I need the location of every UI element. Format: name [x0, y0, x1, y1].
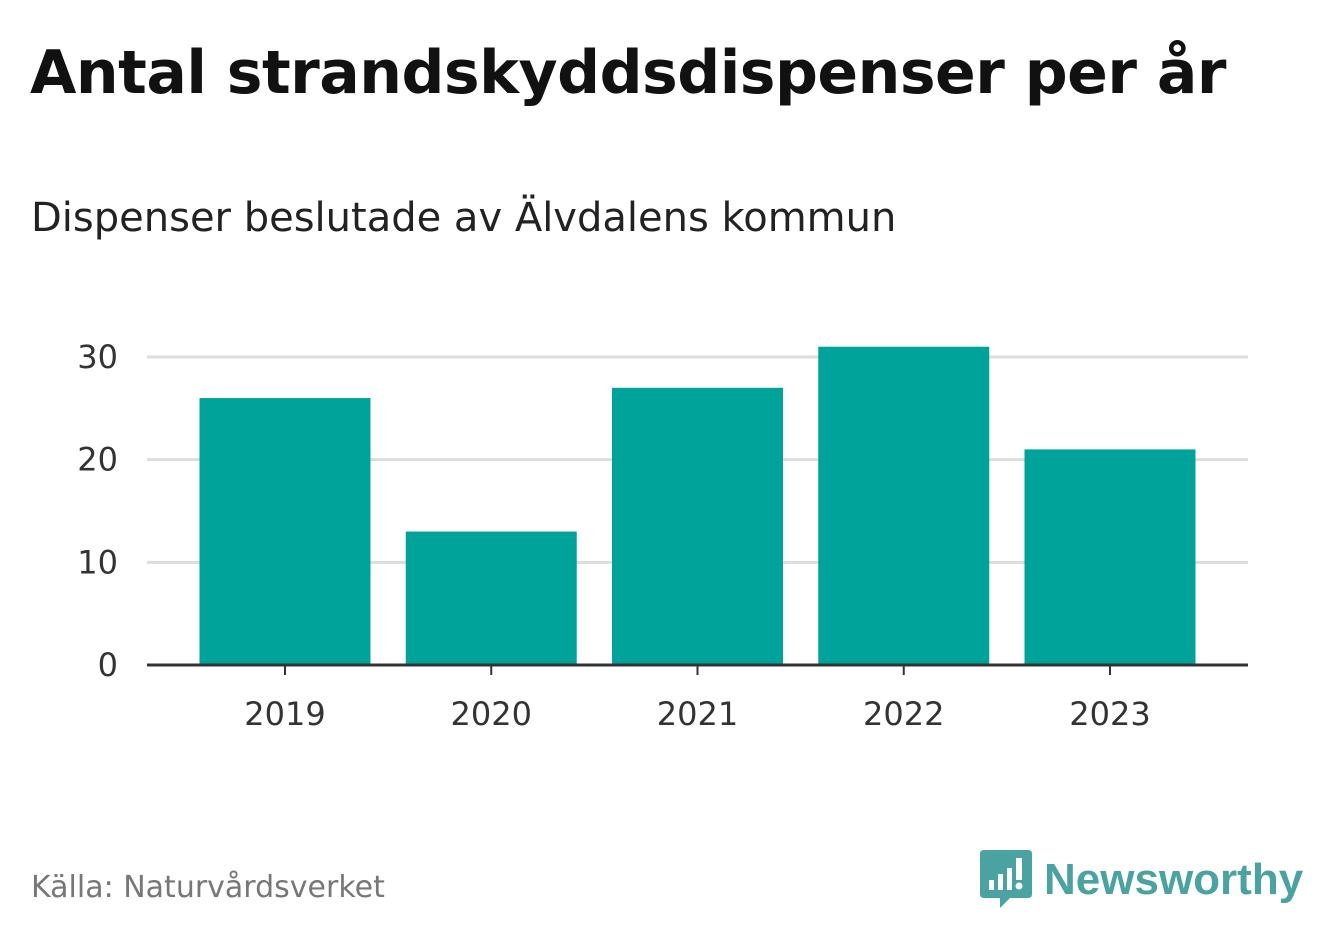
- brand-name: Newsworthy: [1044, 855, 1304, 904]
- source-note: Källa: Naturvårdsverket: [31, 870, 385, 905]
- x-tick-label: 2023: [1069, 695, 1150, 733]
- y-tick-label: 30: [77, 338, 118, 376]
- x-tick-label: 2022: [863, 695, 944, 733]
- brand-logo: Newsworthy: [980, 850, 1303, 910]
- y-tick-label: 20: [77, 441, 118, 479]
- x-tick-label: 2021: [657, 695, 738, 733]
- y-tick-label: 10: [77, 543, 118, 581]
- x-tick-label: 2019: [244, 695, 325, 733]
- bar: [199, 398, 371, 665]
- chart-title: Antal strandskyddsdispenser per år: [30, 38, 1226, 108]
- y-tick-label: 0: [98, 646, 118, 684]
- bar: [612, 387, 783, 665]
- bar: [818, 346, 990, 665]
- bar-chart: 0 10 20 30 2019 2020 2021 2022 2023: [77, 338, 1248, 733]
- newsworthy-logo-icon: [980, 850, 1032, 908]
- bar: [1024, 449, 1196, 665]
- chart-subtitle: Dispenser beslutade av Älvdalens kommun: [31, 195, 897, 241]
- bar: [405, 531, 577, 665]
- x-tick-label: 2020: [451, 695, 532, 733]
